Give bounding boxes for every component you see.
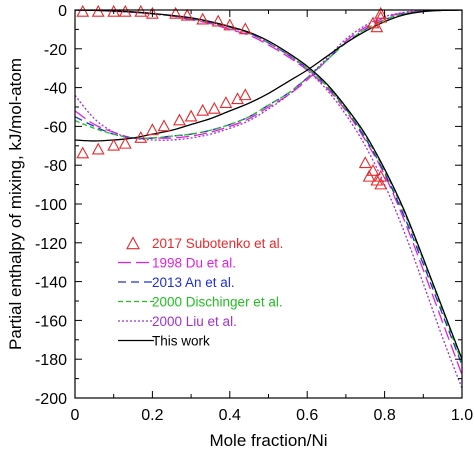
data-point-subotenko xyxy=(76,146,90,159)
data-point-subotenko xyxy=(374,6,388,19)
data-point-subotenko xyxy=(76,4,90,17)
data-point-subotenko xyxy=(238,22,252,35)
data-point-subotenko xyxy=(219,96,233,108)
data-point-subotenko xyxy=(118,4,132,17)
series-2000-dischinger-et-al-cr-branch xyxy=(75,10,462,140)
x-tick-label: 0.6 xyxy=(296,407,318,424)
data-point-subotenko xyxy=(91,4,105,17)
data-point-subotenko xyxy=(362,169,376,182)
legend: 2017 Subotenko et al. 1998 Du et al. 2013 … xyxy=(118,236,283,349)
data-point-subotenko xyxy=(374,10,388,23)
data-point-subotenko xyxy=(118,136,132,149)
data-point-subotenko xyxy=(180,8,194,21)
legend-marker-subotenko xyxy=(126,236,140,250)
data-point-subotenko xyxy=(358,156,372,169)
y-tick-label: 0 xyxy=(58,3,67,20)
y-tick-label: -140 xyxy=(35,275,67,292)
series-this-work-ni-branch xyxy=(75,10,462,360)
data-point-subotenko xyxy=(207,101,221,114)
data-point-subotenko xyxy=(134,130,148,143)
data-point-subotenko xyxy=(184,109,198,122)
data-point-subotenko xyxy=(107,4,121,17)
legend-label-1998-du-et-al: 1998 Du et al. xyxy=(152,256,236,271)
series-2013-an-et-al-ni-branch xyxy=(75,10,462,366)
data-point-subotenko xyxy=(91,142,105,155)
y-tick-label: -160 xyxy=(35,313,67,330)
legend-label-this-work: This work xyxy=(152,334,210,349)
data-point-subotenko xyxy=(134,4,148,17)
data-point-subotenko xyxy=(157,119,171,132)
y-tick-label: -100 xyxy=(35,197,67,214)
data-point-subotenko xyxy=(145,123,159,136)
data-point-subotenko xyxy=(374,177,388,190)
y-tick-label: -120 xyxy=(35,236,67,253)
y-tick-label: -180 xyxy=(35,352,67,369)
y-tick-label: -40 xyxy=(44,81,67,98)
x-tick-label: 0.2 xyxy=(141,407,163,424)
x-tick-label: 0 xyxy=(71,407,80,424)
data-point-subotenko xyxy=(366,163,380,176)
data-point-subotenko xyxy=(223,18,237,31)
data-point-subotenko xyxy=(370,20,384,33)
legend-label-subotenko: 2017 Subotenko et al. xyxy=(152,236,283,251)
data-point-subotenko xyxy=(169,6,183,19)
x-tick-label: 1.0 xyxy=(451,407,473,424)
x-tick-label: 0.4 xyxy=(219,407,241,424)
data-point-subotenko xyxy=(196,12,210,25)
legend-label-2000-dischinger-et-al: 2000 Dischinger et al. xyxy=(152,295,283,310)
y-tick-label: -200 xyxy=(35,391,67,408)
series-layer xyxy=(75,10,462,389)
data-point-subotenko xyxy=(196,103,210,116)
data-point-subotenko xyxy=(374,169,388,182)
series-1998-du-et-al-cr-branch xyxy=(75,10,462,140)
x-axis-label: Mole fraction/Ni xyxy=(209,431,327,450)
y-tick-label: -20 xyxy=(44,42,67,59)
y-tick-label: -80 xyxy=(44,158,67,175)
x-tick-label: 0.8 xyxy=(373,407,395,424)
legend-label-2013-an-et-al: 2013 An et al. xyxy=(152,275,235,290)
data-point-subotenko xyxy=(145,6,159,19)
data-points-layer xyxy=(76,4,388,190)
data-point-subotenko xyxy=(211,14,225,27)
y-axis-label: Partial enthalpy of mixing, kJ/mol-atom xyxy=(6,58,25,350)
data-point-subotenko xyxy=(238,88,252,101)
data-point-subotenko xyxy=(173,113,186,126)
legend-label-2000-liu-et-al: 2000 Liu et al. xyxy=(152,314,237,329)
y-tick-label: -60 xyxy=(44,119,67,136)
tick-labels-layer: 0 0.2 0.4 0.6 0.8 1.0 0 -20 -40 -60 -80 -100 -120 -14… xyxy=(35,3,473,424)
data-point-subotenko xyxy=(107,138,121,151)
ticks-layer xyxy=(74,9,463,399)
